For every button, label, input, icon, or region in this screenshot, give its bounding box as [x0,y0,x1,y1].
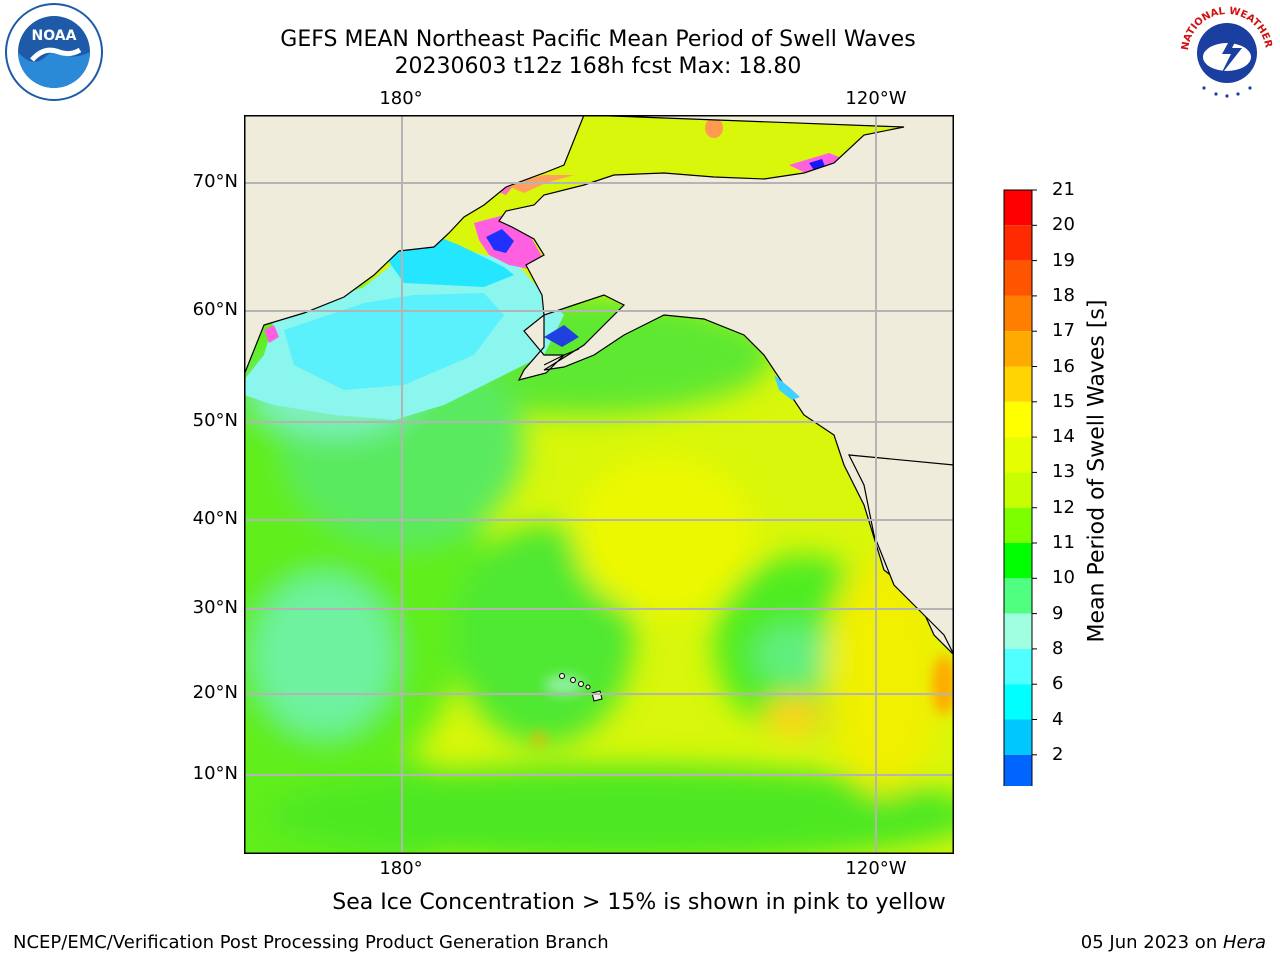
colorbar-segment [1004,684,1032,720]
colorbar-tick-label: 2 [1052,743,1064,765]
colorbar-tick-label: 20 [1052,214,1075,236]
colorbar-tick-label: 6 [1052,673,1064,695]
colorbar-segment [1004,366,1032,402]
svg-text:NOAA: NOAA [32,28,77,44]
map-title: GEFS MEAN Northeast Pacific Mean Period … [280,27,916,52]
lat-label-40n: 40°N [192,508,238,529]
colorbar-tick-label: 19 [1052,249,1075,271]
lat-label-30n: 30°N [192,597,238,618]
colorbar-tick-label: 11 [1052,532,1075,553]
lon-label-bottom-120w: 120°W [845,858,907,879]
lat-label-60n: 60°N [192,299,238,320]
lat-label-20n: 20°N [192,682,238,703]
colorbar-segment [1004,295,1032,332]
colorbar-segment [1004,754,1032,786]
graticule [244,115,954,854]
map-subtitle: 20230603 t12z 168h fcst Max: 18.80 [394,54,802,79]
colorbar-tick-label: 12 [1052,496,1075,518]
colorbar-segment [1004,578,1032,614]
colorbar-segment [1004,225,1032,261]
lat-label-70n: 70°N [192,171,238,192]
lon-label-top-120w: 120°W [845,88,907,109]
colorbar-tick-label: 8 [1052,637,1064,659]
colorbar-segment [1004,507,1032,543]
noaa-logo: NOAA [5,3,103,101]
sea-ice-note: Sea Ice Concentration > 15% is shown in … [332,890,946,915]
lon-label-top-180: 180° [379,88,423,109]
colorbar-segment [1004,190,1032,226]
colorbar-tick-label: 14 [1052,426,1075,448]
colorbar-tick-label: 9 [1052,602,1064,624]
colorbar-segment [1004,260,1032,296]
footer-date-text: 05 Jun 2023 on [1080,932,1223,953]
colorbar-segment [1004,648,1032,685]
land-russia [244,115,585,376]
nws-logo: NATIONAL WEATHER SERVICE [1176,2,1276,102]
colorbar-tick-label: 21 [1052,179,1075,200]
colorbar-tick-label: 13 [1052,461,1075,483]
colorbar-tick-label: 16 [1052,355,1075,377]
colorbar-segment [1004,613,1032,649]
colorbar-segment [1004,401,1032,438]
colorbar-segment [1004,719,1032,755]
footer-machine: Hera [1222,932,1266,953]
colorbar-tick-label: 17 [1052,320,1075,342]
colorbar-segment [1004,437,1032,473]
colorbar-tick-label: 18 [1052,284,1075,306]
colorbar-tick-label: 10 [1052,567,1075,589]
swell-period-map [244,115,954,854]
colorbar-tick-label: 15 [1052,390,1075,412]
colorbar-outline [1003,189,1033,786]
colorbar-segment [1004,543,1032,579]
colorbar-segment [1004,472,1032,508]
colorbar-segment [1004,331,1032,367]
land-north-america [498,115,954,656]
colorbar [1003,189,1037,786]
lat-label-10n: 10°N [192,763,238,784]
lon-label-bottom-180: 180° [379,858,423,879]
footer-date: 05 Jun 2023 on Hera [1081,932,1266,953]
lat-label-50n: 50°N [192,410,238,431]
footer-credit: NCEP/EMC/Verification Post Processing Pr… [13,932,609,953]
colorbar-tick-label: 4 [1052,708,1064,730]
colorbar-title: Mean Period of Swell Waves [s] [1084,299,1110,643]
